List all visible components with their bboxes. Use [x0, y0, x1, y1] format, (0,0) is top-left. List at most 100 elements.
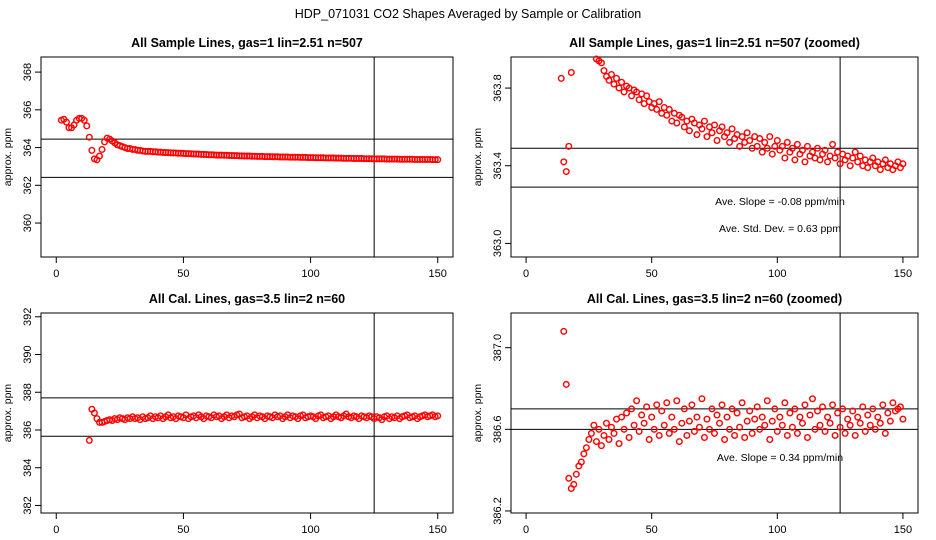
panel-title: All Cal. Lines, gas=3.5 lin=2 n=60 — [149, 292, 345, 306]
chart-panels: All Sample Lines, gas=1 lin=2.51 n=507 0 5… — [2, 36, 919, 536]
data-point — [600, 67, 608, 75]
data-point — [801, 401, 809, 409]
y-tick-label: 363.4 — [492, 152, 504, 180]
data-point — [854, 413, 862, 421]
data-point — [655, 98, 663, 106]
y-tick-label: 363.8 — [492, 74, 504, 102]
data-point — [783, 431, 791, 439]
plot-frame — [40, 56, 454, 258]
data-point — [665, 105, 673, 113]
y-axis-label: approx. ppm — [2, 384, 14, 443]
data-point — [665, 429, 673, 437]
data-point — [607, 70, 615, 78]
data-point — [869, 405, 877, 413]
data-point — [728, 405, 736, 413]
data-point — [628, 405, 636, 413]
data-point — [698, 125, 706, 133]
data-point — [85, 436, 93, 444]
data-point — [791, 156, 799, 164]
data-point — [643, 92, 651, 100]
data-point — [655, 431, 663, 439]
data-point — [814, 144, 822, 152]
data-point — [610, 80, 618, 88]
data-point — [640, 419, 648, 427]
data-point — [849, 407, 857, 415]
data-point — [685, 127, 693, 135]
data-point — [801, 158, 809, 166]
data-point — [881, 429, 889, 437]
data-point — [841, 429, 849, 437]
data-point — [793, 140, 801, 148]
chart-panel-1: All Sample Lines, gas=1 lin=2.51 n=507 0 5… — [2, 36, 454, 280]
y-tick-label: 388 — [22, 383, 34, 401]
data-point — [786, 409, 794, 417]
data-point — [758, 413, 766, 421]
data-point — [851, 431, 859, 439]
data-point — [723, 129, 731, 137]
data-point — [680, 405, 688, 413]
data-point — [610, 429, 618, 437]
data-point — [829, 140, 837, 148]
data-point — [643, 403, 651, 411]
data-point — [618, 413, 626, 421]
data-point — [726, 138, 734, 146]
data-point — [587, 429, 595, 437]
data-point — [620, 425, 628, 433]
data-point — [798, 419, 806, 427]
data-point — [605, 436, 613, 444]
data-point — [738, 133, 746, 141]
y-tick-label: 362 — [22, 176, 34, 194]
data-point — [766, 436, 774, 444]
data-point — [773, 136, 781, 144]
data-point — [600, 431, 608, 439]
data-point — [83, 122, 91, 130]
data-point — [864, 411, 872, 419]
data-point — [871, 425, 879, 433]
data-point — [615, 84, 623, 92]
data-point — [95, 152, 103, 160]
data-point — [819, 403, 827, 411]
data-point — [716, 419, 724, 427]
data-point — [713, 136, 721, 144]
data-point — [688, 401, 696, 409]
data-point — [788, 144, 796, 152]
data-point — [859, 403, 867, 411]
data-point — [836, 423, 844, 431]
data-point — [630, 421, 638, 429]
x-tick-label: 50 — [646, 524, 658, 536]
data-point — [831, 431, 839, 439]
data-point — [653, 401, 661, 409]
data-point — [633, 397, 641, 405]
data-point — [879, 401, 887, 409]
y-tick-label: 360 — [22, 214, 34, 232]
data-point — [595, 425, 603, 433]
data-point — [85, 133, 93, 141]
data-point — [88, 146, 96, 154]
data-point — [705, 425, 713, 433]
data-point — [673, 119, 681, 127]
data-point — [743, 417, 751, 425]
chart-panel-3: All Cal. Lines, gas=3.5 lin=2 n=60 0 50 100… — [2, 292, 454, 536]
data-point — [683, 431, 691, 439]
data-point — [62, 118, 70, 126]
data-point — [708, 405, 716, 413]
data-point — [741, 433, 749, 441]
x-tick-label: 0 — [523, 524, 529, 536]
y-axis-label: approx. ppm — [472, 128, 484, 187]
data-point — [798, 146, 806, 154]
data-point — [876, 419, 884, 427]
data-point — [874, 413, 882, 421]
data-point — [695, 423, 703, 431]
data-point — [565, 142, 573, 150]
data-point — [758, 148, 766, 156]
data-point — [776, 413, 784, 421]
x-tick-label: 0 — [523, 268, 529, 280]
data-point — [700, 117, 708, 125]
data-point — [856, 419, 864, 427]
data-point — [766, 133, 774, 141]
data-point — [605, 76, 613, 84]
y-tick-label: 390 — [22, 345, 34, 363]
data-point — [726, 425, 734, 433]
x-tick-label: 150 — [429, 268, 447, 280]
data-point — [816, 156, 824, 164]
